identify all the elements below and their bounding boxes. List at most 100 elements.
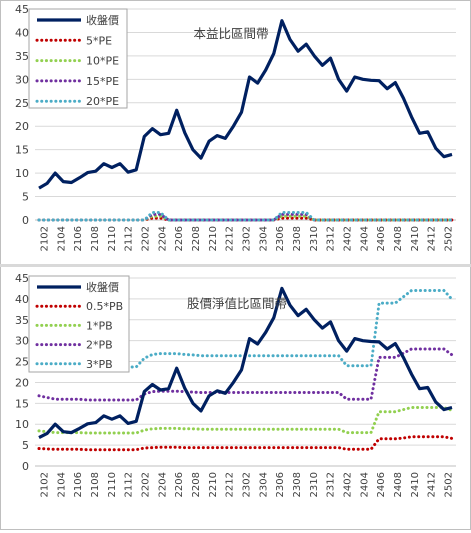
pb-band-chart: 0 5 10 15 20 25 30 35 40 45 2102 2104 2106 2108 2110 2… — [1, 268, 470, 529]
y-tick-label: 0 — [22, 214, 29, 227]
x-tick-label: 2312 — [326, 226, 337, 251]
pb-x-axis: 2102 2104 2106 2108 2110 2112 2202 2204 2206 2208… — [39, 472, 454, 497]
legend-box — [28, 8, 128, 109]
x-tick-label: 2402 — [343, 226, 354, 251]
y-tick-label: 20 — [15, 376, 29, 389]
y-tick-label: 40 — [15, 293, 29, 306]
x-tick-label: 2406 — [376, 472, 387, 497]
x-tick-label: 2402 — [343, 472, 354, 497]
x-tick-label: 2206 — [174, 472, 185, 497]
legend-label: 15*PE — [86, 75, 119, 88]
y-tick-label: 45 — [15, 3, 29, 16]
series-line — [37, 406, 454, 435]
pe-band-chart: 0 5 10 15 20 25 30 35 40 45 2102 2104 2106 2108 2110 2… — [1, 1, 470, 263]
series-line — [37, 211, 454, 222]
pe-x-axis: 2102 2104 2106 2108 2110 2112 2202 2204 2206 2208… — [39, 226, 454, 251]
x-tick-label: 2302 — [242, 472, 253, 497]
y-tick-label: 20 — [15, 120, 29, 133]
x-tick-label: 2106 — [73, 472, 84, 497]
x-tick-label: 2212 — [225, 472, 236, 497]
x-tick-label: 2404 — [359, 226, 370, 251]
legend-label: 2*PB — [86, 339, 113, 352]
x-tick-label: 2204 — [157, 472, 168, 497]
series-line — [38, 286, 453, 440]
pb-legend: 收盤價 0.5*PB 1*PB 2*PB 3*PB — [28, 275, 130, 373]
x-tick-label: 2304 — [258, 226, 269, 251]
x-tick-label: 2408 — [393, 226, 404, 251]
x-tick-label: 2310 — [309, 472, 320, 497]
x-tick-label: 2410 — [410, 472, 421, 497]
x-tick-label: 2406 — [376, 226, 387, 251]
x-tick-label: 2104 — [56, 472, 67, 497]
x-tick-label: 2102 — [39, 226, 50, 251]
y-tick-label: 10 — [15, 167, 29, 180]
pb-y-axis: 0 5 10 15 20 25 30 35 40 45 — [15, 272, 29, 473]
x-tick-label: 2306 — [275, 226, 286, 251]
x-tick-label: 2106 — [73, 226, 84, 251]
x-tick-label: 2104 — [56, 226, 67, 251]
x-tick-label: 2306 — [275, 472, 286, 497]
x-tick-label: 2202 — [140, 472, 151, 497]
x-tick-label: 2206 — [174, 226, 185, 251]
x-tick-label: 2502 — [444, 226, 455, 251]
x-tick-label: 2112 — [124, 472, 135, 497]
x-tick-label: 2108 — [90, 226, 101, 251]
x-tick-label: 2112 — [124, 226, 135, 251]
x-tick-label: 2208 — [191, 472, 202, 497]
legend-label: 5*PE — [86, 34, 112, 47]
x-tick-label: 2308 — [292, 472, 303, 497]
y-tick-label: 5 — [22, 191, 29, 204]
y-tick-label: 40 — [15, 26, 29, 39]
pe-series-lines — [37, 19, 454, 222]
legend-label: 10*PE — [86, 55, 119, 68]
x-tick-label: 2312 — [326, 472, 337, 497]
x-tick-label: 2102 — [39, 472, 50, 497]
legend-label: 1*PB — [86, 319, 113, 332]
legend-label: 收盤價 — [86, 13, 119, 27]
legend-label: 收盤價 — [86, 280, 119, 294]
x-tick-label: 2502 — [444, 472, 455, 497]
y-tick-label: 0 — [22, 460, 29, 473]
x-tick-label: 2110 — [107, 226, 118, 251]
x-tick-label: 2412 — [427, 472, 438, 497]
series-line — [37, 347, 454, 402]
y-tick-label: 10 — [15, 418, 29, 431]
pe-legend: 收盤價 5*PE 10*PE 15*PE 20*PE — [28, 8, 128, 109]
x-tick-label: 2410 — [410, 226, 421, 251]
legend-label: 3*PB — [86, 358, 113, 371]
x-tick-label: 2110 — [107, 472, 118, 497]
y-tick-label: 15 — [15, 397, 29, 410]
panel-separator — [0, 264, 471, 267]
x-tick-label: 2308 — [292, 226, 303, 251]
x-tick-label: 2304 — [258, 472, 269, 497]
legend-label: 20*PE — [86, 95, 119, 108]
y-tick-label: 30 — [15, 335, 29, 348]
x-tick-label: 2108 — [90, 472, 101, 497]
y-tick-label: 15 — [15, 144, 29, 157]
y-tick-label: 30 — [15, 73, 29, 86]
y-tick-label: 25 — [15, 97, 29, 110]
y-tick-label: 45 — [15, 272, 29, 285]
pe-chart-title: 本益比區間帶 — [193, 26, 268, 41]
x-tick-label: 2210 — [208, 472, 219, 497]
y-tick-label: 35 — [15, 314, 29, 327]
x-tick-label: 2412 — [427, 226, 438, 251]
x-tick-label: 2208 — [191, 226, 202, 251]
x-tick-label: 2204 — [157, 226, 168, 251]
series-line — [37, 435, 454, 452]
y-tick-label: 35 — [15, 50, 29, 63]
pb-chart-title: 股價淨值比區間帶 — [187, 296, 287, 311]
x-tick-label: 2408 — [393, 472, 404, 497]
legend-label: 0.5*PB — [86, 300, 123, 313]
x-tick-label: 2210 — [208, 226, 219, 251]
y-tick-label: 5 — [22, 439, 29, 452]
x-tick-label: 2404 — [359, 472, 370, 497]
pe-y-axis: 0 5 10 15 20 25 30 35 40 45 — [15, 3, 29, 227]
x-tick-label: 2302 — [242, 226, 253, 251]
x-tick-label: 2212 — [225, 226, 236, 251]
x-tick-label: 2310 — [309, 226, 320, 251]
x-tick-label: 2202 — [140, 226, 151, 251]
series-line — [38, 19, 453, 190]
